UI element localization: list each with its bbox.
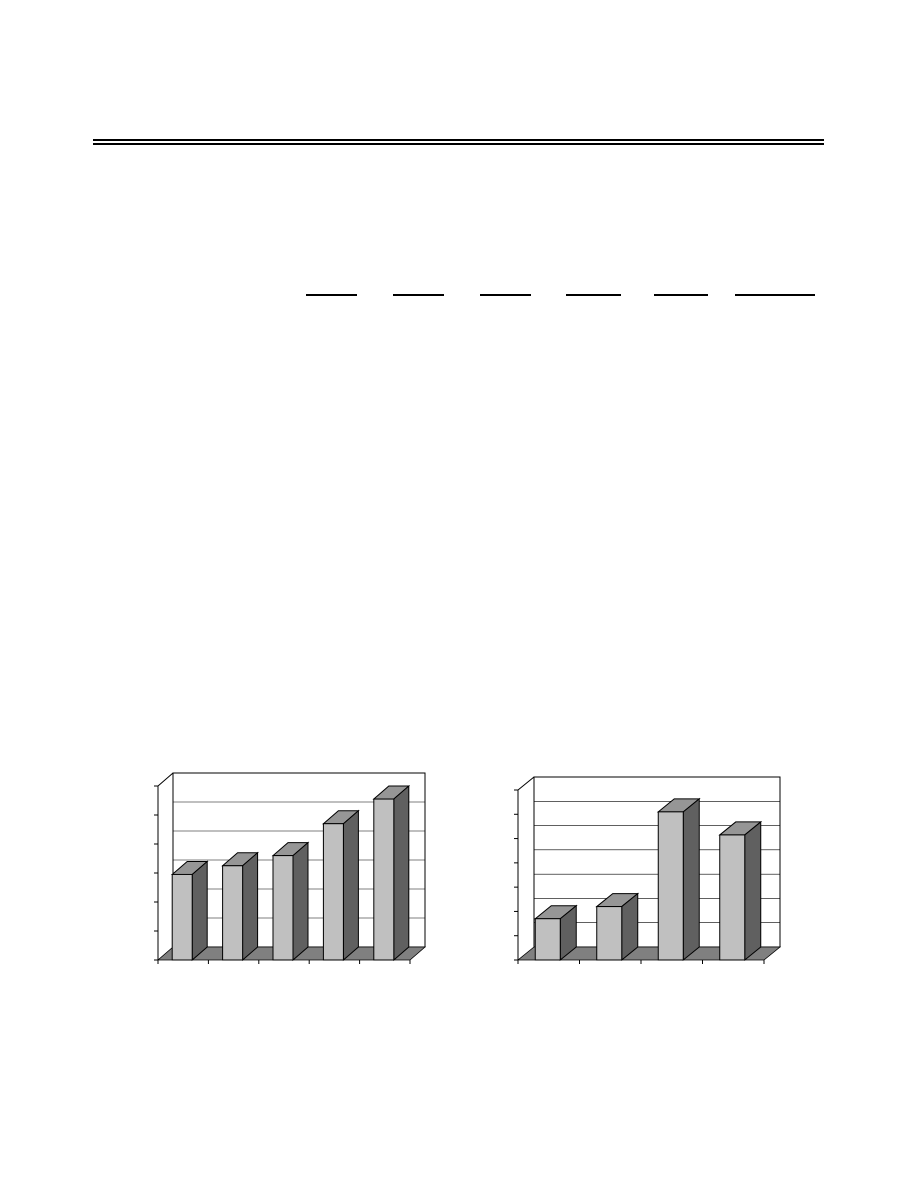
header-rule-top [93,139,824,141]
chart-svg [154,772,427,964]
bar-front [657,811,684,961]
bar-side [744,820,762,962]
bar-front [373,798,395,961]
bar [533,904,578,962]
header-rule-bottom [93,143,824,145]
bar-front [171,873,193,961]
column-header-underline-1 [306,294,357,296]
chart-svg [514,776,782,964]
y-axis-depth [157,772,174,787]
bar [595,892,640,962]
column-header-underline-2 [393,294,444,296]
bar-front [534,918,561,961]
column-header-underline-6 [735,294,815,296]
bar-side [191,860,208,962]
y-axis-depth [517,776,535,791]
bar-front [222,865,244,961]
bar-side [393,784,410,962]
bar-side [342,809,359,962]
bar-side [242,851,259,962]
bar-front [322,823,344,961]
column-header-underline-5 [654,294,708,296]
bar [372,784,411,962]
bar [170,860,209,962]
bar-front [272,855,294,961]
bar-front [719,834,746,961]
bar-side [292,841,309,962]
column-header-underline-3 [480,294,531,296]
bar-chart-right [500,770,790,970]
bar [718,820,763,962]
bar [322,809,360,962]
bar [656,797,701,962]
column-header-underline-4 [566,294,621,296]
bar [271,841,310,962]
bar-chart-left [140,770,440,970]
bar-side [682,797,700,962]
bar-front [596,906,623,961]
bar [221,851,259,962]
